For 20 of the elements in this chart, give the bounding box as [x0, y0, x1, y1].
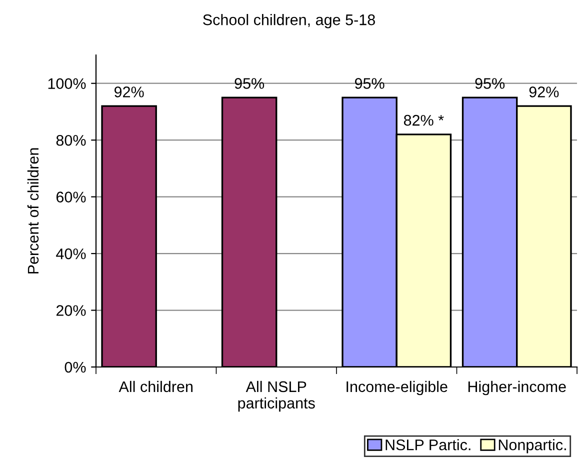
data-label: 82% * [404, 114, 444, 126]
chart-title: School children, age 5-18 [203, 14, 375, 28]
y-tick-label: 60% [56, 192, 86, 203]
y-tick-label: 40% [56, 248, 86, 260]
y-axis-title: Percent of children [27, 148, 39, 274]
x-tick-label: Income-eligible [346, 380, 448, 396]
y-tick-label: 20% [56, 305, 86, 316]
data-label: 92% [529, 86, 559, 98]
x-tick-label: All NSLP participants [238, 380, 315, 412]
data-label: 95% [354, 78, 384, 89]
x-tick-label: All children [118, 380, 192, 392]
x-tick-label: Higher-income [468, 380, 566, 396]
data-label: 92% [114, 86, 144, 98]
legend-label: Nonpartic. [498, 439, 566, 454]
y-tick-label: 80% [56, 134, 86, 146]
y-tick-label: 100% [48, 78, 86, 90]
data-label: 95% [475, 78, 505, 89]
data-label: 95% [234, 78, 264, 89]
legend-label: NSLP Partic. [386, 439, 470, 450]
y-tick-label: 0% [64, 362, 86, 373]
